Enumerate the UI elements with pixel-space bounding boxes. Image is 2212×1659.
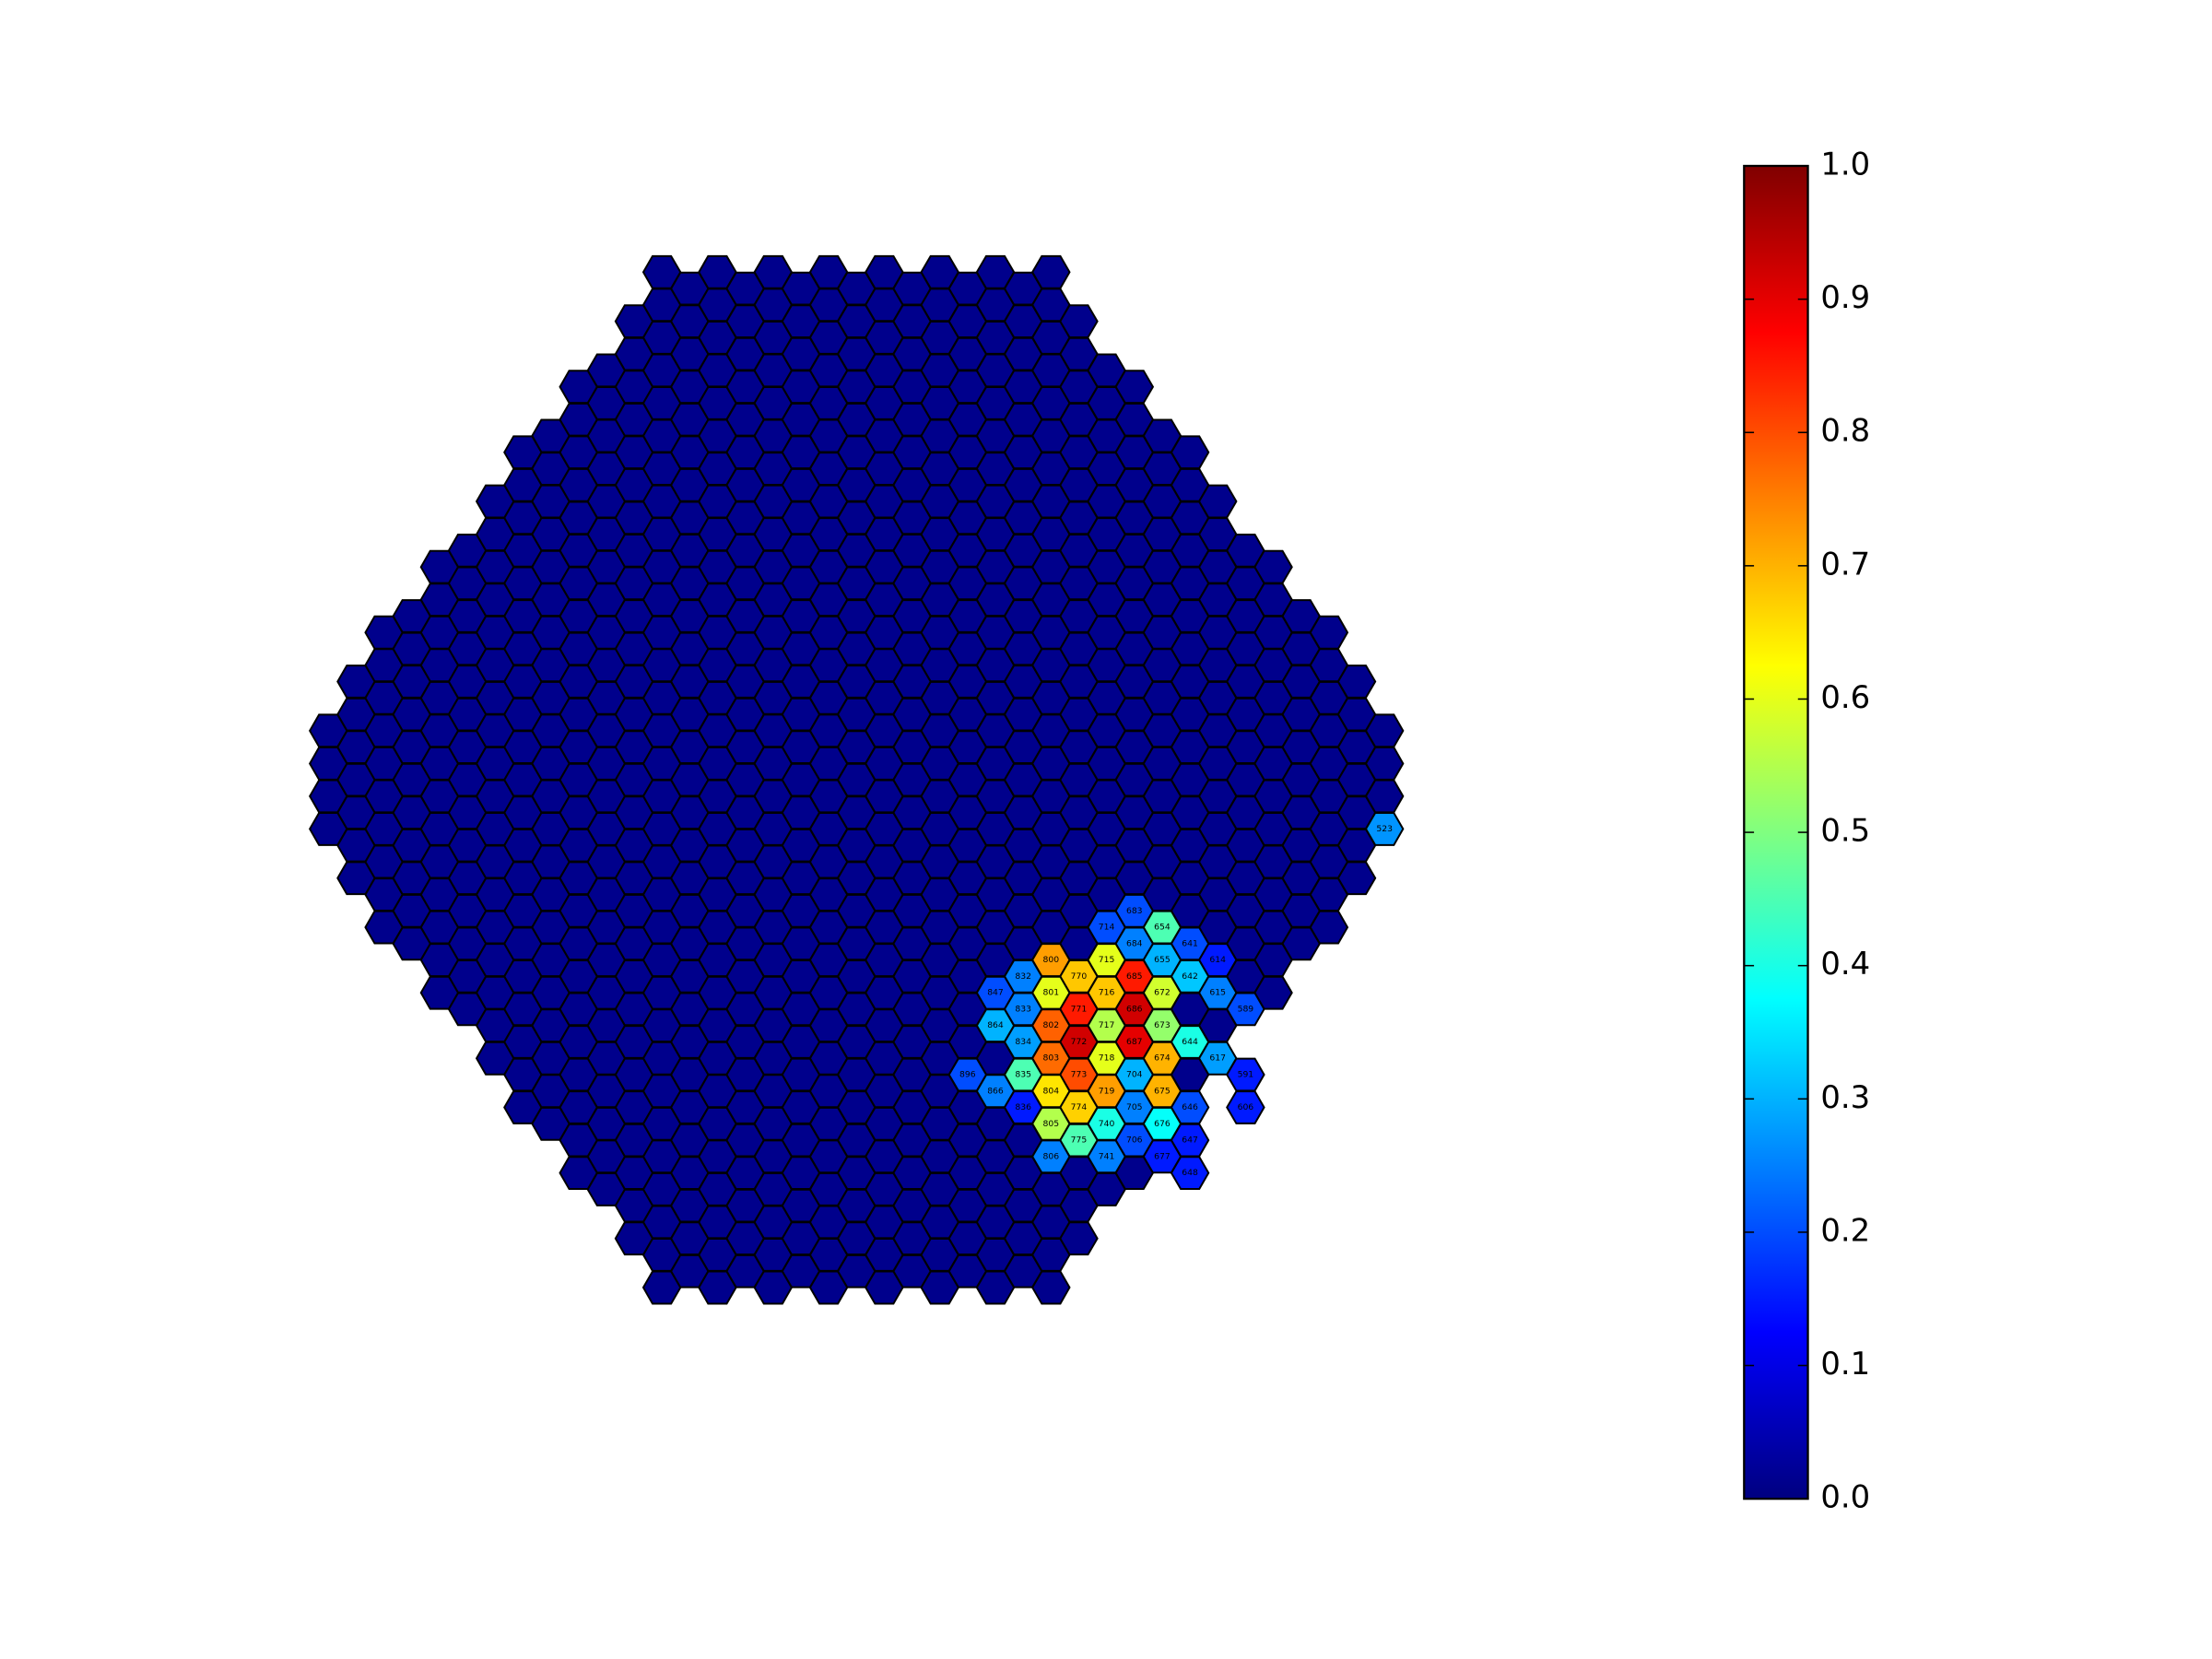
pixel-label: 716 <box>1099 988 1115 998</box>
pixel-label: 864 <box>987 1020 1004 1030</box>
pixel-label: 835 <box>1015 1069 1031 1079</box>
pixel-label: 718 <box>1099 1053 1115 1064</box>
camera-pixel <box>1364 746 1405 781</box>
pixel-label: 647 <box>1182 1135 1198 1146</box>
camera-pixel <box>1309 615 1349 650</box>
colorbar-tick-label: 0.3 <box>1820 1079 1870 1115</box>
pixel-label: 771 <box>1071 1004 1088 1014</box>
colorbar-tick-label: 0.4 <box>1820 946 1870 982</box>
pixel-label: 591 <box>1238 1069 1254 1079</box>
pixel-label: 896 <box>959 1069 976 1079</box>
pixel-label: 677 <box>1154 1151 1171 1161</box>
pixel <box>1114 893 1155 928</box>
colorbar-tick-label: 0.8 <box>1820 413 1870 449</box>
pixel-label: 772 <box>1071 1037 1088 1047</box>
pixel-label: 589 <box>1238 1004 1254 1014</box>
pixel-label: 676 <box>1154 1119 1171 1129</box>
pixel-label: 832 <box>1015 971 1031 982</box>
pixel-label: 803 <box>1043 1053 1060 1064</box>
pixel-label: 804 <box>1043 1086 1060 1096</box>
pixel-label: 644 <box>1182 1037 1198 1047</box>
pixel-label: 770 <box>1071 971 1088 982</box>
pixel <box>947 1057 988 1092</box>
pixel-label: 641 <box>1182 938 1198 948</box>
pixel-label: 683 <box>1126 906 1143 916</box>
pixel-label: 773 <box>1071 1069 1088 1079</box>
pixel-label: 523 <box>1376 824 1393 834</box>
camera-pixel <box>1364 713 1405 748</box>
pixel-label: 654 <box>1154 923 1171 933</box>
pixel-label: 685 <box>1126 971 1143 982</box>
pixel-label: 674 <box>1154 1053 1171 1064</box>
pixel-label: 775 <box>1071 1135 1088 1146</box>
camera-pixel <box>1114 370 1155 405</box>
pixel-label: 836 <box>1015 1102 1031 1112</box>
pixel-label: 648 <box>1182 1168 1198 1178</box>
pixel-label: 834 <box>1015 1037 1031 1047</box>
pixel <box>1170 1156 1210 1190</box>
pixel-label: 774 <box>1071 1102 1088 1112</box>
camera-pixel <box>1364 779 1405 814</box>
pixel <box>1087 1139 1126 1174</box>
pixel-label: 646 <box>1182 1102 1198 1112</box>
pixel-label: 717 <box>1099 1020 1115 1030</box>
colorbar-tick-label: 0.9 <box>1820 279 1870 315</box>
pixel-label: 672 <box>1154 988 1171 998</box>
pixel-label: 704 <box>1126 1069 1143 1079</box>
pixel-label: 805 <box>1043 1119 1060 1129</box>
camera-pixel <box>1170 435 1210 470</box>
pixel-label: 687 <box>1126 1037 1143 1047</box>
pixel-label: 617 <box>1209 1053 1226 1064</box>
pixel-label: 719 <box>1099 1086 1115 1096</box>
pixel-label: 706 <box>1126 1135 1143 1146</box>
camera-pixel <box>1030 254 1071 289</box>
camera-pixel <box>1030 1270 1071 1305</box>
pixel-label: 686 <box>1126 1004 1143 1014</box>
colorbar-tick-label: 0.1 <box>1820 1346 1870 1382</box>
pixel-label: 800 <box>1043 955 1060 965</box>
colorbar-ticks: 0.0 0.1 0.2 0.3 0.4 0.5 0.6 0.7 0.8 0.9 1.0 <box>1744 146 1870 1515</box>
pixel-label: 614 <box>1209 955 1226 965</box>
camera-pixel <box>1059 304 1099 338</box>
pixel-label: 684 <box>1126 938 1143 948</box>
pixel-label: 802 <box>1043 1020 1060 1030</box>
colorbar-tick-label: 1.0 <box>1820 146 1870 182</box>
colorbar-tick-label: 0.6 <box>1820 679 1870 715</box>
camera-pixel <box>1253 549 1293 584</box>
camera-pixel <box>1309 910 1349 945</box>
pixel-label: 606 <box>1238 1102 1254 1112</box>
pixel-label: 642 <box>1182 971 1198 982</box>
camera-pixel <box>1197 484 1238 519</box>
pixel-label: 741 <box>1099 1151 1115 1161</box>
pixel-label: 615 <box>1209 988 1226 998</box>
pixel-label: 740 <box>1099 1119 1115 1129</box>
pixel-label: 655 <box>1154 955 1171 965</box>
pixel-label: 675 <box>1154 1086 1171 1096</box>
pixel <box>1030 1139 1071 1174</box>
pixel-label: 833 <box>1015 1004 1031 1014</box>
pixel <box>1226 992 1265 1027</box>
pixel-label: 714 <box>1099 923 1115 933</box>
pixel-label: 866 <box>987 1086 1004 1096</box>
camera-pixel <box>1059 1221 1099 1256</box>
pixel <box>1364 811 1405 846</box>
pixel-label: 715 <box>1099 955 1115 965</box>
colorbar-tick-label: 0.5 <box>1820 813 1870 849</box>
pixel-label: 673 <box>1154 1020 1171 1030</box>
pixel-label: 705 <box>1126 1102 1143 1112</box>
pixel-label: 801 <box>1043 988 1060 998</box>
colorbar-tick-label: 0.0 <box>1820 1479 1870 1515</box>
colorbar-tick-label: 0.2 <box>1820 1212 1870 1248</box>
camera: 654 684 641 714 683 715 800 655 614 770 685 832 642 8… <box>309 254 1405 1305</box>
camera-pixel <box>1336 665 1377 699</box>
pixel-label: 806 <box>1043 1151 1060 1161</box>
pixel <box>1226 1090 1265 1124</box>
pixel-label: 847 <box>987 988 1004 998</box>
camera-pixel <box>1336 861 1377 896</box>
colorbar-tick-label: 0.7 <box>1820 546 1870 582</box>
